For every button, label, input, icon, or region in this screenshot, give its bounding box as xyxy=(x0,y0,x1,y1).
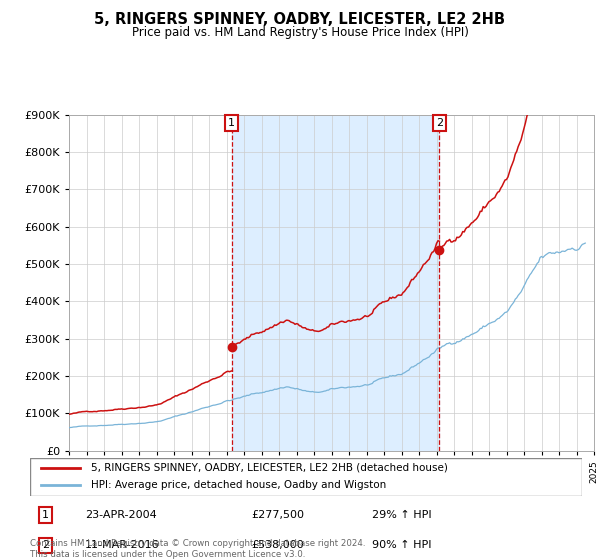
Text: 1: 1 xyxy=(42,510,49,520)
Text: 2: 2 xyxy=(42,540,49,550)
Text: HPI: Average price, detached house, Oadby and Wigston: HPI: Average price, detached house, Oadb… xyxy=(91,480,386,491)
Text: 2: 2 xyxy=(436,118,443,128)
Text: Contains HM Land Registry data © Crown copyright and database right 2024.
This d: Contains HM Land Registry data © Crown c… xyxy=(30,539,365,559)
Text: 11-MAR-2016: 11-MAR-2016 xyxy=(85,540,160,550)
Text: £277,500: £277,500 xyxy=(251,510,304,520)
Text: £538,000: £538,000 xyxy=(251,540,304,550)
Text: 29% ↑ HPI: 29% ↑ HPI xyxy=(372,510,432,520)
Text: 90% ↑ HPI: 90% ↑ HPI xyxy=(372,540,432,550)
Text: 1: 1 xyxy=(228,118,235,128)
Text: 23-APR-2004: 23-APR-2004 xyxy=(85,510,157,520)
Text: 5, RINGERS SPINNEY, OADBY, LEICESTER, LE2 2HB (detached house): 5, RINGERS SPINNEY, OADBY, LEICESTER, LE… xyxy=(91,463,448,473)
Bar xyxy=(232,115,439,451)
Text: Price paid vs. HM Land Registry's House Price Index (HPI): Price paid vs. HM Land Registry's House … xyxy=(131,26,469,39)
Text: 5, RINGERS SPINNEY, OADBY, LEICESTER, LE2 2HB: 5, RINGERS SPINNEY, OADBY, LEICESTER, LE… xyxy=(95,12,505,27)
